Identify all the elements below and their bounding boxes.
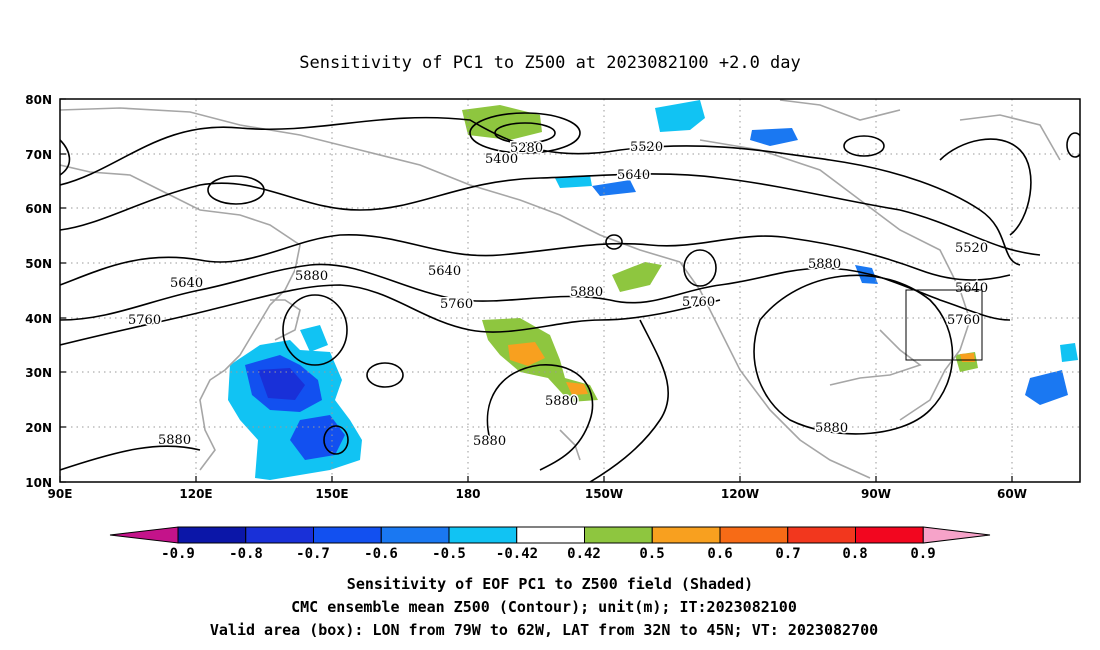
contour-label: 5880 xyxy=(473,434,506,449)
z500-contours xyxy=(60,112,1080,482)
contour-label: 5640 xyxy=(617,168,650,183)
contour-label: 5520 xyxy=(955,241,988,256)
contour-label: 5880 xyxy=(158,433,191,448)
colorbar-label: 0.6 xyxy=(707,546,732,562)
colorbar-label: 0.5 xyxy=(639,546,664,562)
colorbar-swatch xyxy=(855,526,924,544)
contour-label: 5400 xyxy=(485,152,518,167)
shade-negative-atlantic xyxy=(1025,370,1068,405)
y-tick-label: 40N xyxy=(25,312,52,326)
colorbar-swatch xyxy=(787,526,856,544)
contour-label: 5280 xyxy=(510,141,543,156)
valid-area-box xyxy=(905,289,983,361)
colorbar-label: 0.7 xyxy=(775,546,800,562)
colorbar-swatch xyxy=(448,526,518,544)
colorbar-swatch xyxy=(245,526,314,544)
x-tick-label: 150E xyxy=(315,487,348,501)
x-axis-labels: 90E 120E 150E 180 150W 120W 90W 60W xyxy=(48,487,1027,501)
colorbar xyxy=(109,526,991,544)
x-tick-label: 180 xyxy=(455,487,480,501)
contour-label: 5640 xyxy=(170,276,203,291)
shaded-sensitivity-patches xyxy=(228,100,1078,480)
contour-label: 5640 xyxy=(428,264,461,279)
y-tick-label: 20N xyxy=(25,421,52,435)
contour-label: 5760 xyxy=(682,295,715,310)
x-tick-label: 150W xyxy=(585,487,623,501)
contour-label: 5880 xyxy=(295,269,328,284)
contour-label: 5880 xyxy=(815,421,848,436)
colorbar-label: 0.9 xyxy=(910,546,935,562)
gridlines xyxy=(60,99,1080,482)
colorbar-label: -0.7 xyxy=(296,546,330,562)
contour-labels: 5280 5400 5520 5640 5520 5640 5640 5760 … xyxy=(127,139,990,451)
colorbar-swatch xyxy=(584,526,653,544)
contour-label: 5640 xyxy=(955,281,988,296)
y-tick-label: 10N xyxy=(25,476,52,490)
colorbar-label: -0.6 xyxy=(364,546,398,562)
colorbar-label: 0.8 xyxy=(842,546,867,562)
y-tick-label: 60N xyxy=(25,202,52,216)
colorbar-label: 0.42 xyxy=(567,546,601,562)
colorbar-right-triangle xyxy=(922,526,991,544)
shade-negative-arctic-a xyxy=(655,100,705,132)
x-tick-label: 90W xyxy=(861,487,891,501)
colorbar-label: -0.5 xyxy=(432,546,466,562)
shade-negative-atlantic-b xyxy=(1060,343,1078,362)
footer-line-1: Sensitivity of EOF PC1 to Z500 field (Sh… xyxy=(347,575,753,593)
contour-label: 5880 xyxy=(545,394,578,409)
y-tick-label: 50N xyxy=(25,257,52,271)
colorbar-label: -0.42 xyxy=(496,546,538,562)
shade-negative-canada xyxy=(855,265,878,284)
x-tick-label: 60W xyxy=(997,487,1027,501)
contour-label: 5880 xyxy=(808,257,841,272)
contour-label: 5880 xyxy=(570,285,603,300)
contour-label: 5760 xyxy=(947,313,980,328)
colorbar-swatch xyxy=(516,526,585,544)
x-tick-label: 120W xyxy=(721,487,759,501)
y-axis-labels: 80N 70N 60N 50N 40N 30N 20N 10N xyxy=(25,93,52,490)
shade-negative-core-b xyxy=(258,368,305,400)
colorbar-swatch xyxy=(313,526,382,544)
shade-negative-alaska-a xyxy=(555,175,592,188)
colorbar-swatch xyxy=(651,526,721,544)
colorbar-labels: -0.9 -0.8 -0.7 -0.6 -0.5 -0.42 0.42 0.5 … xyxy=(161,546,936,562)
contour-label: 5760 xyxy=(440,297,473,312)
x-tick-label: 90E xyxy=(48,487,73,501)
contour-label: 5520 xyxy=(630,140,663,155)
shade-positive-central-pacific-core-b xyxy=(566,382,588,395)
shade-negative-alaska-b xyxy=(592,180,636,196)
shade-positive-valid-area-core xyxy=(960,353,975,362)
y-tick-label: 80N xyxy=(25,93,52,107)
contour-label: 5760 xyxy=(128,313,161,328)
map-title: Sensitivity of PC1 to Z500 at 2023082100… xyxy=(299,53,801,73)
colorbar-swatch xyxy=(380,526,450,544)
colorbar-label: -0.8 xyxy=(229,546,263,562)
footer-line-2: CMC ensemble mean Z500 (Contour); unit(m… xyxy=(291,598,797,616)
shade-negative-arctic-b xyxy=(750,128,798,146)
footer-line-3: Valid area (box): LON from 79W to 62W, L… xyxy=(210,621,878,639)
x-tick-label: 120E xyxy=(179,487,212,501)
tick-marks xyxy=(59,98,1013,483)
colorbar-swatch xyxy=(177,526,247,544)
coastlines xyxy=(60,99,1061,479)
colorbar-label: -0.9 xyxy=(161,546,195,562)
shade-positive-central-pacific-core xyxy=(508,342,545,366)
colorbar-swatch xyxy=(719,526,789,544)
colorbar-left-triangle xyxy=(109,526,179,544)
y-tick-label: 70N xyxy=(25,148,52,162)
shade-positive-gulf-alaska xyxy=(612,262,662,292)
y-tick-label: 30N xyxy=(25,366,52,380)
shade-negative-kuroshio xyxy=(300,325,328,352)
map-frame xyxy=(59,98,1081,483)
